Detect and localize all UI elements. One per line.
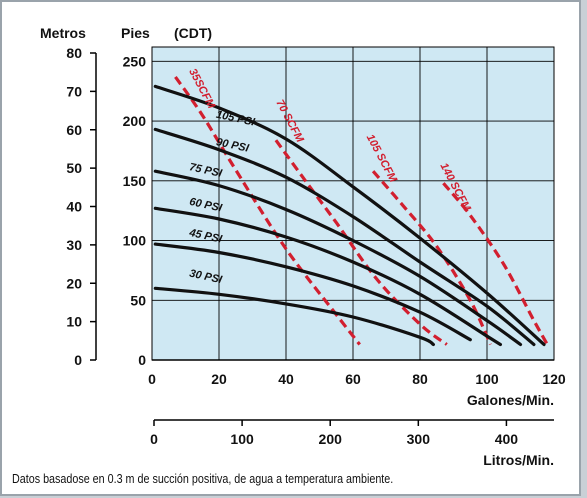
lpm-tick-label: 200 [319,431,343,447]
gpm-tick-label: 20 [211,371,227,387]
feet-tick-label: 200 [123,113,147,129]
meters-tick-label: 50 [66,160,82,176]
pressure-curve [153,84,546,347]
meters-tick-label: 30 [66,237,82,253]
air-curve [442,182,549,346]
lpm-tick-label: 300 [407,431,431,447]
feet-tick-label: 150 [123,173,147,189]
meters-header: Metros [40,25,86,41]
gpm-tick-label: 0 [148,371,156,387]
meters-tick-label: 70 [66,83,82,99]
meters-tick-label: 0 [74,352,82,368]
lpm-tick-label: 400 [495,431,519,447]
pressure-curve [153,206,502,347]
cdt-header: (CDT) [174,25,212,41]
meters-tick-label: 20 [66,275,82,291]
meters-tick-label: 40 [66,199,82,215]
footnote: Datos basadose en 0.3 m de succión posit… [12,472,394,486]
grid [151,46,555,361]
meters-tick-label: 80 [66,45,82,61]
lpm-tick-label: 0 [150,431,158,447]
gpm-tick-label: 120 [542,371,566,387]
air-curve [274,139,448,346]
feet-tick-label: 100 [123,233,147,249]
lpm-axis-title: Litros/Min. [483,452,554,468]
gpm-tick-label: 80 [412,371,428,387]
gpm-tick-label: 40 [278,371,294,387]
pressure-curve [153,127,536,347]
gpm-tick-label: 100 [475,371,499,387]
pressure-curves [153,84,546,347]
feet-header: Pies [121,25,150,41]
feet-tick-label: 0 [138,352,146,368]
pressure-curve [153,242,472,342]
air-curve [371,170,492,346]
meters-tick-label: 10 [66,314,82,330]
meters-tick-label: 60 [66,122,82,138]
pressure-curve [153,286,435,347]
feet-tick-label: 250 [123,53,147,69]
feet-tick-label: 50 [130,292,146,308]
pressure-curve [153,169,523,347]
lpm-tick-label: 100 [230,431,254,447]
gpm-axis-title: Galones/Min. [467,392,554,408]
gpm-tick-label: 60 [345,371,361,387]
